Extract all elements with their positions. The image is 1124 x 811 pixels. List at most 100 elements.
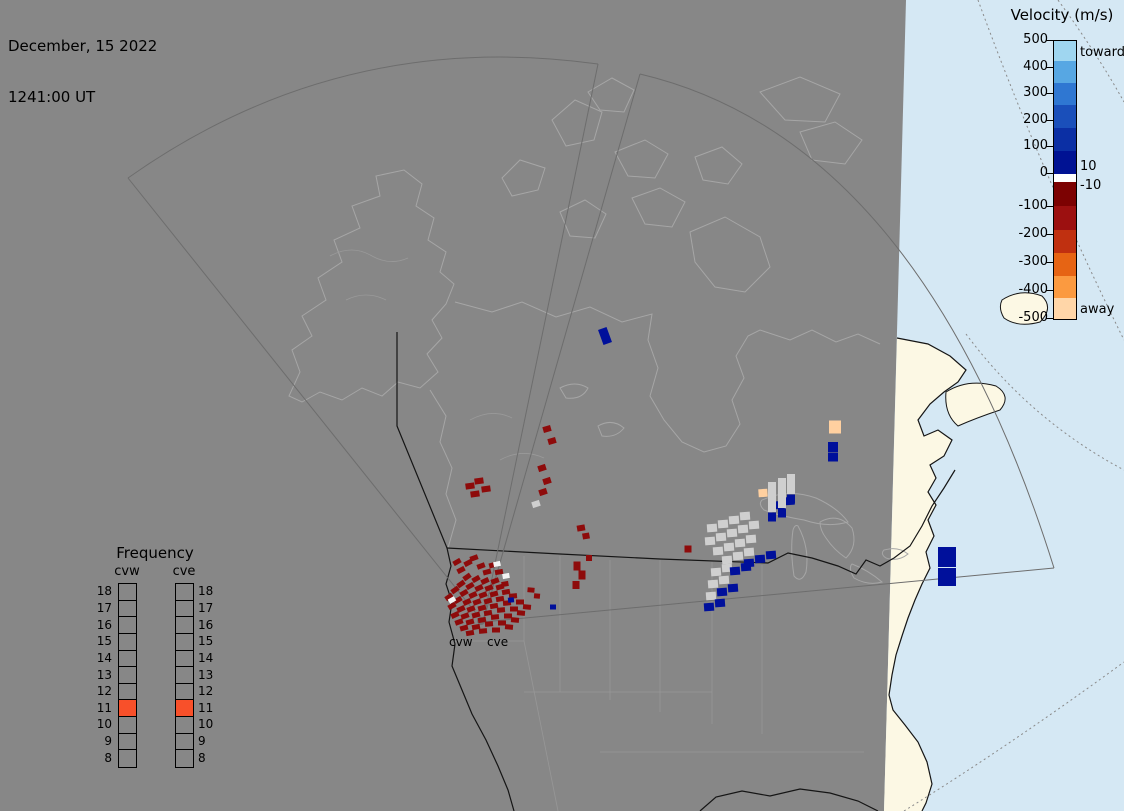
- velocity-cell: [490, 614, 500, 620]
- velocity-cell: [718, 575, 730, 585]
- velocity-cell: [582, 532, 590, 540]
- velocity-cell: [703, 602, 715, 612]
- velocity-cell: [501, 588, 511, 596]
- velocity-scale-segment: [1054, 151, 1076, 174]
- lake-huron: [819, 517, 855, 559]
- velocity-cell: [705, 591, 717, 601]
- velocity-cell: [516, 599, 524, 605]
- lit-land: [884, 292, 1048, 811]
- frequency-column-label-cve: cve: [172, 564, 196, 579]
- velocity-cell: [474, 584, 484, 592]
- newfoundland: [999, 292, 1048, 325]
- velocity-cell: [684, 545, 692, 553]
- velocity-cell: [737, 524, 749, 534]
- velocity-cell: [578, 570, 586, 580]
- frequency-bar-cve: [175, 583, 194, 768]
- velocity-cell: [829, 420, 841, 434]
- frequency-row: [119, 734, 136, 751]
- alaska-outline: [288, 169, 455, 403]
- velocity-cell: [704, 536, 716, 546]
- velocity-cell: [508, 593, 518, 599]
- state-boundaries: [455, 556, 864, 811]
- velocity-cell: [768, 512, 776, 522]
- velocity-cell: [498, 620, 506, 626]
- velocity-cell: [471, 574, 481, 584]
- velocity-cell: [729, 566, 741, 576]
- velocity-cell: [468, 591, 478, 599]
- velocity-cell: [510, 617, 520, 623]
- velocity-cell: [456, 565, 466, 575]
- velocity-cell: [768, 502, 776, 512]
- velocity-cells-layer: [444, 326, 956, 637]
- velocity-cell: [706, 523, 718, 533]
- velocity-cell: [450, 585, 460, 595]
- zero-upper-label: 10: [1080, 159, 1097, 174]
- frequency-row: [176, 617, 193, 634]
- frequency-row: [119, 684, 136, 701]
- velocity-cell: [721, 563, 733, 573]
- velocity-cell: [447, 601, 457, 611]
- fov-edge-cve-right: [482, 567, 1055, 623]
- velocity-cell: [450, 611, 460, 619]
- frequency-bar-cvw: [118, 583, 137, 768]
- contour: [469, 413, 513, 421]
- frequency-row: [176, 667, 193, 684]
- arctic-island: [501, 159, 546, 197]
- frequency-row: [119, 750, 136, 767]
- velocity-cell: [459, 588, 469, 598]
- velocity-cell: [576, 524, 586, 532]
- frequency-row: [176, 750, 193, 767]
- contour: [499, 453, 545, 461]
- frequency-row: [119, 634, 136, 651]
- velocity-colorbar-toward: [1054, 41, 1076, 174]
- velocity-cell: [938, 568, 956, 586]
- nova-scotia: [945, 382, 1006, 427]
- velocity-scale-segment: [1054, 128, 1076, 151]
- velocity-cell: [507, 597, 515, 603]
- velocity-cell: [740, 562, 752, 572]
- velocity-cell: [510, 606, 518, 612]
- velocity-cell: [466, 605, 476, 613]
- frequency-column-label-cvw: cvw: [114, 564, 140, 579]
- velocity-cell: [787, 494, 795, 504]
- velocity-cell: [721, 555, 733, 565]
- great-bear-lake: [559, 383, 589, 399]
- velocity-cell: [586, 555, 592, 561]
- velocity-cell: [456, 579, 466, 589]
- velocity-cell: [758, 488, 768, 498]
- zero-lower-label: -10: [1080, 178, 1102, 193]
- us-canada-border: [446, 469, 956, 575]
- velocity-colorbar-zero-band: [1054, 174, 1076, 182]
- velocity-cell: [481, 485, 491, 493]
- arctic-island: [551, 99, 603, 147]
- velocity-scale-segment: [1054, 105, 1076, 128]
- arctic-island: [799, 121, 863, 165]
- fov-edge-cve-left: [482, 73, 641, 623]
- frequency-row: [176, 634, 193, 651]
- velocity-cell: [734, 538, 746, 548]
- velocity-cell: [465, 618, 475, 626]
- west-coastline: [445, 547, 515, 811]
- velocity-cell: [537, 463, 547, 473]
- east-coast-land: [884, 338, 966, 811]
- velocity-cell: [496, 607, 506, 613]
- velocity-cell: [482, 568, 492, 576]
- velocity-cell: [470, 490, 480, 498]
- velocity-cell: [726, 528, 738, 538]
- velocity-cell: [493, 560, 501, 568]
- velocity-scale-segment: [1054, 253, 1076, 276]
- time-label: 1241:00 UT: [8, 88, 96, 106]
- baffin-island: [689, 216, 771, 293]
- velocity-cell: [538, 487, 548, 497]
- arctic-island: [614, 139, 669, 179]
- velocity-cell: [444, 592, 454, 602]
- gulf-coastline: [699, 788, 879, 811]
- velocity-cell: [768, 492, 776, 502]
- velocity-cell: [459, 624, 469, 632]
- lake-michigan: [791, 525, 808, 580]
- velocity-cell: [456, 605, 466, 613]
- velocity-cell: [494, 568, 504, 576]
- velocity-cell: [573, 561, 581, 571]
- velocity-cell: [480, 577, 490, 585]
